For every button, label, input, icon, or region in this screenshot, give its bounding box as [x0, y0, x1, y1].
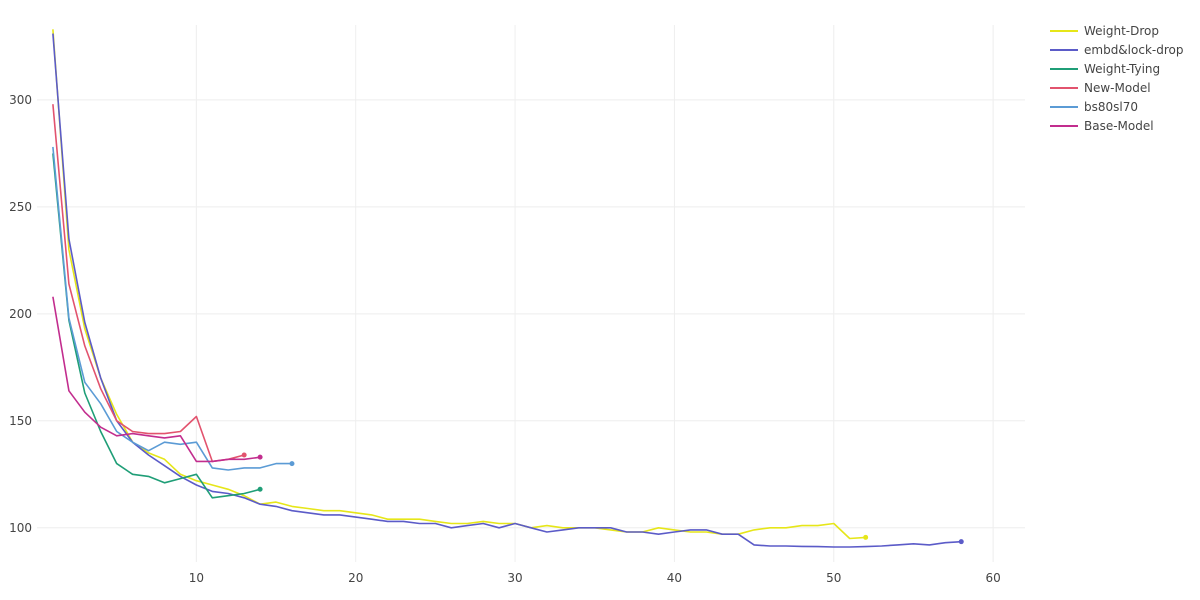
- series-layer: [52, 29, 964, 548]
- x-tick-label: 60: [985, 571, 1000, 585]
- legend-item-weight-drop[interactable]: Weight-Drop: [1050, 24, 1159, 38]
- y-axis: 100 150 200 250 300: [9, 93, 32, 535]
- x-tick-label: 50: [826, 571, 841, 585]
- grid-layer: [37, 25, 1025, 562]
- y-tick-label: 250: [9, 200, 32, 214]
- legend-item-weight-tying[interactable]: Weight-Tying: [1050, 62, 1160, 76]
- legend-label: Weight-Drop: [1084, 24, 1159, 38]
- series-line-bs80sl70: [52, 146, 292, 471]
- series-end-marker-weight-tying: [257, 486, 263, 492]
- legend-item-bs80sl70[interactable]: bs80sl70: [1050, 100, 1138, 114]
- series-end-marker-new-model: [241, 452, 247, 458]
- x-tick-label: 40: [667, 571, 682, 585]
- series-line-weight-drop: [52, 29, 866, 540]
- legend-label: New-Model: [1084, 81, 1151, 95]
- series-line-embd-lock-drop: [52, 33, 962, 548]
- x-tick-label: 10: [189, 571, 204, 585]
- x-tick-label: 30: [507, 571, 522, 585]
- legend-label: bs80sl70: [1084, 100, 1138, 114]
- y-tick-label: 100: [9, 521, 32, 535]
- legend-item-new-model[interactable]: New-Model: [1050, 81, 1151, 95]
- series-line-weight-tying: [52, 153, 261, 499]
- series-end-marker-base-model: [257, 454, 263, 460]
- legend-item-base-model[interactable]: Base-Model: [1050, 119, 1154, 133]
- series-end-marker-bs80sl70: [289, 461, 295, 467]
- x-tick-label: 20: [348, 571, 363, 585]
- legend-label: Weight-Tying: [1084, 62, 1160, 76]
- legend[interactable]: Weight-Drop embd&lock-drop Weight-Tying New…: [1050, 24, 1183, 133]
- series-line-base-model: [52, 296, 261, 463]
- legend-label: Base-Model: [1084, 119, 1154, 133]
- x-axis: 10 20 30 40 50 60: [189, 571, 1001, 585]
- y-tick-label: 300: [9, 93, 32, 107]
- legend-label: embd&lock-drop: [1084, 43, 1183, 57]
- series-end-marker-weight-drop: [863, 534, 869, 540]
- y-tick-label: 200: [9, 307, 32, 321]
- y-tick-label: 150: [9, 414, 32, 428]
- series-end-marker-embd-lock-drop: [958, 539, 964, 545]
- legend-item-embd-lock-drop[interactable]: embd&lock-drop: [1050, 43, 1183, 57]
